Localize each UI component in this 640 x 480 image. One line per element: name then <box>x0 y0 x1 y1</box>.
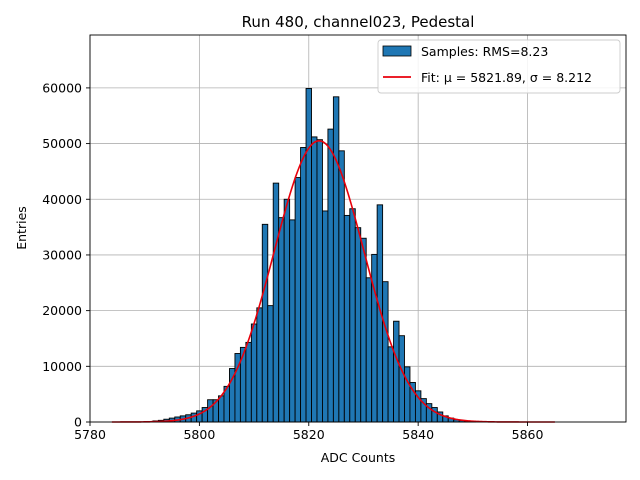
y-tick-label: 0 <box>74 415 82 430</box>
legend-label-samples: Samples: RMS=8.23 <box>421 44 548 59</box>
histogram-bar <box>382 281 389 423</box>
histogram-bar <box>365 277 373 423</box>
histogram-bar <box>311 136 318 423</box>
x-tick-label: 5800 <box>183 427 215 442</box>
legend-label-fit: Fit: μ = 5821.89, σ = 8.212 <box>421 70 592 85</box>
histogram-bar <box>283 198 291 423</box>
histogram-bar <box>354 227 362 423</box>
histogram-bar <box>327 128 334 423</box>
legend-swatch-samples <box>382 45 412 57</box>
y-tick-label: 20000 <box>42 303 82 318</box>
histogram-bar <box>398 335 405 423</box>
histogram-bar <box>387 346 395 423</box>
histogram-bar <box>360 237 367 423</box>
y-tick-label: 10000 <box>42 359 82 374</box>
x-tick-label: 5840 <box>402 427 434 442</box>
legend: Samples: RMS=8.23 Fit: μ = 5821.89, σ = … <box>377 39 621 94</box>
x-axis-label: ADC Counts <box>321 450 396 465</box>
histogram-bar <box>371 253 378 423</box>
histogram-bar <box>250 323 258 423</box>
legend-box <box>377 39 621 94</box>
histogram-bar <box>278 217 285 423</box>
chart-title: Run 480, channel023, Pedestal <box>242 13 475 31</box>
histogram-bar <box>294 177 302 423</box>
histogram-bar <box>393 320 400 423</box>
histogram-bar <box>349 208 356 423</box>
histogram-bar <box>289 219 296 423</box>
y-tick-label: 30000 <box>42 247 82 262</box>
histogram-bar <box>338 150 345 423</box>
x-tick-label: 5860 <box>512 427 544 442</box>
y-tick-label: 60000 <box>42 80 82 95</box>
histogram-bar <box>300 147 307 423</box>
x-tick-label: 5820 <box>293 427 325 442</box>
histogram-bar <box>267 305 274 423</box>
histogram-bar <box>218 395 225 423</box>
histogram-bar <box>321 210 329 423</box>
plot-frame <box>89 34 627 423</box>
histogram-bar <box>261 223 269 423</box>
histogram-bar <box>207 399 214 423</box>
histogram-bar <box>272 182 280 423</box>
y-axis-label: Entries <box>14 206 29 250</box>
x-axis-ticks: 5780 5800 5820 5840 5860 <box>74 422 544 442</box>
y-tick-label: 50000 <box>42 136 82 151</box>
histogram-bar <box>316 139 323 423</box>
x-tick-label: 5780 <box>74 427 106 442</box>
y-axis-ticks: 0 10000 20000 30000 40000 50000 60000 <box>42 80 90 430</box>
y-tick-label: 40000 <box>42 192 82 207</box>
histogram-bar <box>404 366 411 423</box>
histogram-bar <box>343 214 351 423</box>
histogram-bar <box>305 88 312 423</box>
histogram-bar <box>256 307 263 423</box>
histogram-bar <box>332 96 340 423</box>
histogram-bar <box>245 341 252 423</box>
